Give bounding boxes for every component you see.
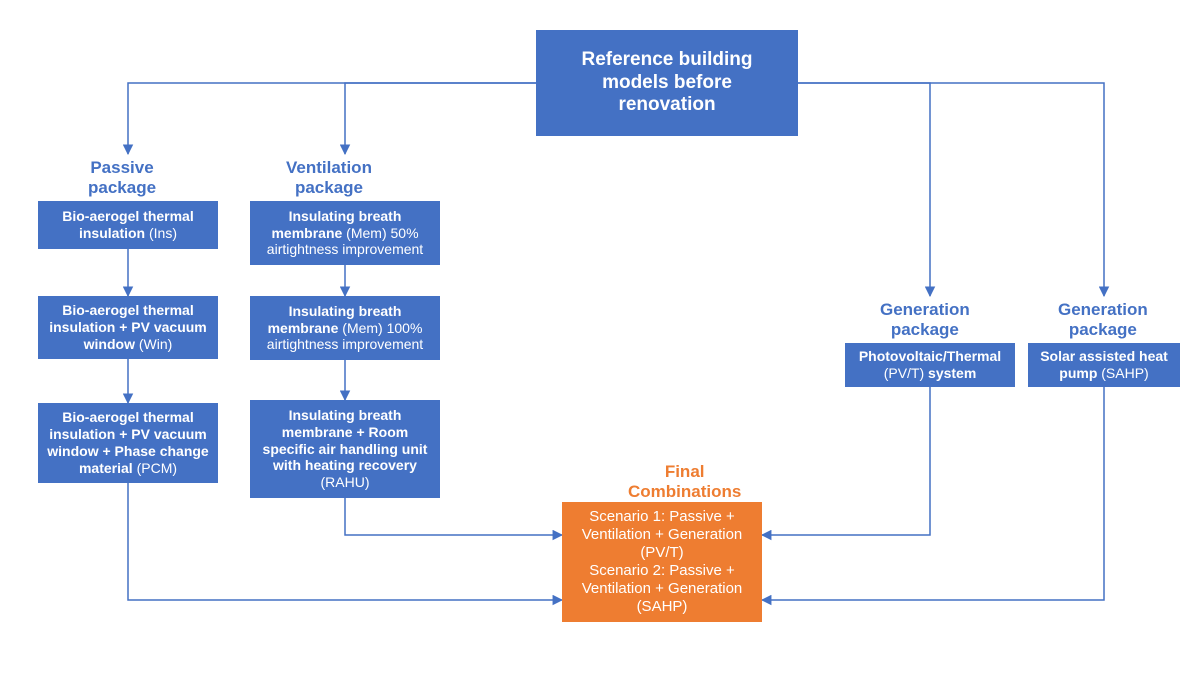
node-text-p2: Bio-aerogel thermalinsulation + PV vacuu… — [49, 302, 207, 352]
node-text-v3: Insulating breathmembrane + Roomspecific… — [263, 407, 428, 491]
node-g2: Solar assisted heatpump (SAHP) — [1028, 343, 1180, 387]
node-p3: Bio-aerogel thermalinsulation + PV vacuu… — [38, 403, 218, 483]
node-text-ref: Reference buildingmodels beforerenovatio… — [581, 49, 752, 117]
label-lp: Passivepackage — [88, 158, 156, 197]
label-lf: FinalCombinations — [628, 462, 741, 501]
node-text-p1: Bio-aerogel thermalinsulation (Ins) — [62, 208, 193, 242]
edge-11 — [762, 387, 1104, 600]
node-v3: Insulating breathmembrane + Roomspecific… — [250, 400, 440, 498]
node-text-v1: Insulating breathmembrane (Mem) 50%airti… — [267, 208, 423, 258]
node-text-p3: Bio-aerogel thermalinsulation + PV vacuu… — [47, 409, 208, 476]
node-v2: Insulating breathmembrane (Mem) 100%airt… — [250, 296, 440, 360]
edge-8 — [128, 483, 562, 600]
edge-1 — [345, 83, 536, 154]
node-ref: Reference buildingmodels beforerenovatio… — [536, 30, 798, 136]
edge-2 — [798, 83, 930, 296]
node-text-g1: Photovoltaic/Thermal(PV/T) system — [859, 348, 1001, 382]
edge-3 — [798, 83, 1104, 296]
node-text-g2: Solar assisted heatpump (SAHP) — [1040, 348, 1168, 382]
node-text-v2: Insulating breathmembrane (Mem) 100%airt… — [267, 303, 423, 353]
node-p1: Bio-aerogel thermalinsulation (Ins) — [38, 201, 218, 249]
label-lv: Ventilationpackage — [286, 158, 372, 197]
edge-9 — [345, 498, 562, 535]
node-v1: Insulating breathmembrane (Mem) 50%airti… — [250, 201, 440, 265]
node-g1: Photovoltaic/Thermal(PV/T) system — [845, 343, 1015, 387]
node-p2: Bio-aerogel thermalinsulation + PV vacuu… — [38, 296, 218, 359]
node-text-fin: Scenario 1: Passive +Ventilation + Gener… — [582, 508, 743, 616]
label-lg1: Generationpackage — [880, 300, 970, 339]
edge-10 — [762, 387, 930, 535]
label-lg2: Generationpackage — [1058, 300, 1148, 339]
edge-0 — [128, 83, 536, 154]
node-fin: Scenario 1: Passive +Ventilation + Gener… — [562, 502, 762, 622]
